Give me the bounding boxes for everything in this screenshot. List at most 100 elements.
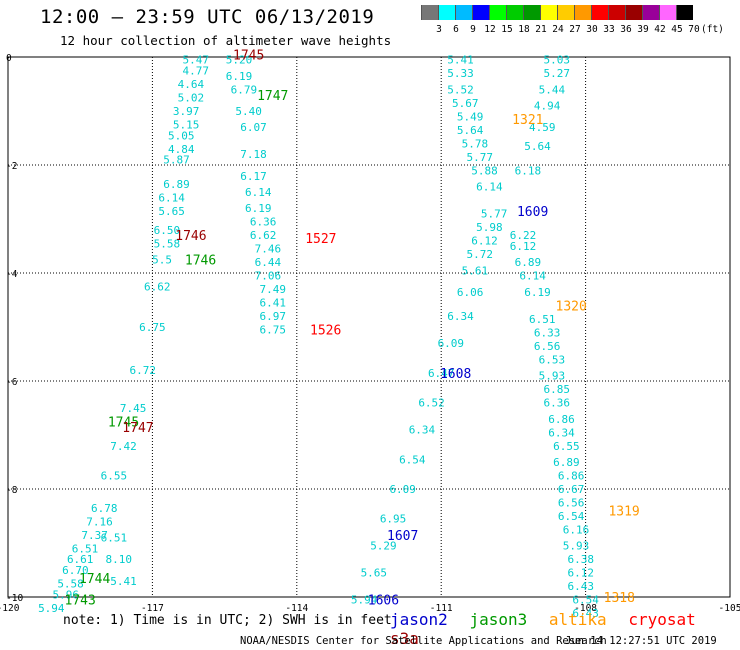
swh-value-label: 6.55 (553, 440, 580, 453)
swh-value-label: 6.36 (250, 216, 277, 229)
swh-value-label: 6.34 (409, 424, 436, 437)
color-swatch (591, 5, 608, 20)
color-scale-label: 24 (552, 24, 564, 35)
color-swatch (455, 5, 472, 20)
swh-value-label: 6.50 (154, 224, 181, 237)
swh-value-label: 6.41 (259, 297, 286, 310)
color-scale-label: 21 (535, 24, 547, 35)
y-tick-label: -10 (6, 593, 23, 604)
swh-value-label: 6.55 (101, 470, 128, 483)
swh-value-label: 6.17 (240, 170, 267, 183)
swh-value-label: 6.86 (548, 413, 575, 426)
swh-value-label: 5.27 (543, 67, 570, 80)
pass-time-label: 1320 (556, 299, 587, 314)
swh-value-label: 6.56 (534, 340, 561, 353)
swh-value-label: 5.94 (38, 602, 65, 615)
swh-value-label: 5.44 (539, 83, 566, 96)
color-scale-label: 70 (688, 24, 700, 35)
swh-value-label: 6.18 (515, 164, 542, 177)
swh-value-label: 5.61 (462, 264, 489, 277)
swh-value-label: 6.47 (428, 367, 455, 380)
x-tick-label: -108 (574, 603, 597, 614)
swh-value-label: 5.5 (152, 254, 172, 267)
swh-value-label: 6.75 (139, 321, 166, 334)
swh-value-label: 5.52 (447, 83, 474, 96)
swh-value-label: 5.05 (168, 129, 195, 142)
color-swatch (523, 5, 540, 20)
swh-value-label: 5.03 (543, 54, 570, 67)
swh-value-label: 5.88 (471, 164, 498, 177)
swh-value-label: 5.40 (235, 105, 262, 118)
pass-time-label: 1747 (122, 421, 153, 436)
y-tick-label: -2 (6, 161, 17, 172)
swh-value-label: 7.45 (120, 402, 147, 415)
swh-value-label: 6.22 (510, 229, 537, 242)
swh-value-label: 6.75 (259, 324, 286, 337)
color-swatch (608, 5, 625, 20)
swh-value-label: 7.37 (81, 529, 108, 542)
swh-value-label: 5.29 (370, 540, 397, 553)
swh-value-label: 6.43 (568, 580, 595, 593)
color-scale-label: 36 (620, 24, 632, 35)
x-tick-label: -120 (0, 603, 20, 614)
color-scale-label: 33 (603, 24, 615, 35)
swh-value-label: 6.89 (163, 178, 190, 191)
swh-value-label: 7.18 (240, 148, 267, 161)
swh-value-label: 6.67 (558, 483, 585, 496)
pass-time-label: 1608 (440, 367, 471, 382)
swh-value-label: 7.16 (86, 515, 113, 528)
x-tick-label: -117 (141, 603, 164, 614)
legend-cryosat: cryosat (628, 610, 696, 629)
swh-value-label: 5.15 (173, 119, 200, 132)
pass-time-label: 1526 (310, 324, 341, 339)
swh-value-label: 7.46 (255, 243, 282, 256)
y-tick-label: 0 (6, 53, 12, 64)
swh-value-label: 5.87 (163, 154, 190, 167)
swh-value-label: 5.64 (524, 140, 551, 153)
pass-time-label: 1746 (185, 254, 216, 269)
swh-value-label: 6.09 (389, 483, 416, 496)
swh-value-label: 5.98 (476, 221, 503, 234)
y-tick-label: -8 (6, 485, 18, 496)
swh-value-label: 6.14 (245, 186, 272, 199)
swh-value-label: 6.54 (572, 594, 599, 607)
pass-time-label: 1318 (604, 591, 635, 606)
swh-value-label: 6.36 (543, 397, 570, 410)
pass-time-label: 1744 (79, 572, 110, 587)
color-swatch (506, 5, 523, 20)
swh-value-label: 5.02 (178, 92, 205, 105)
swh-value-label: 6.44 (255, 256, 282, 269)
swh-value-label: 6.54 (399, 453, 426, 466)
swh-value-label: 6.53 (539, 353, 566, 366)
swh-value-label: 4.77 (182, 65, 209, 78)
swh-value-label: 5.78 (462, 137, 489, 150)
swh-value-label: 5.49 (457, 110, 484, 123)
swh-value-label: 5.41 (447, 54, 474, 67)
color-swatch (574, 5, 591, 20)
color-scale-label: 9 (470, 24, 476, 35)
x-tick-label: -114 (285, 603, 308, 614)
swh-value-label: 6.85 (543, 383, 570, 396)
color-scale-label: 15 (501, 24, 513, 35)
x-tick-label: -105 (719, 603, 740, 614)
swh-value-label: 4.94 (534, 100, 561, 113)
color-scale-label: 3 (436, 24, 442, 35)
color-scale-label: 6 (453, 24, 459, 35)
credit-line: NOAA/NESDIS Center for Satellite Applica… (240, 635, 607, 647)
color-swatch (489, 5, 506, 20)
x-tick-label: -111 (430, 603, 453, 614)
color-scale-label: 42 (654, 24, 666, 35)
color-scale-label: 30 (586, 24, 598, 35)
swh-value-label: 6.43 (572, 607, 599, 620)
swh-value-label: 6.89 (553, 456, 580, 469)
swh-value-label: 6.62 (250, 229, 277, 242)
pass-time-label: 1745 (108, 416, 139, 431)
swh-value-label: 6.86 (558, 470, 585, 483)
swh-value-label: 6.34 (548, 426, 575, 439)
swh-value-label: 5.58 (154, 237, 181, 250)
swh-value-label: 5.72 (466, 248, 493, 261)
color-swatch (421, 5, 438, 20)
swh-value-label: 7.49 (259, 283, 286, 296)
color-swatch (472, 5, 489, 20)
color-swatch (676, 5, 693, 20)
